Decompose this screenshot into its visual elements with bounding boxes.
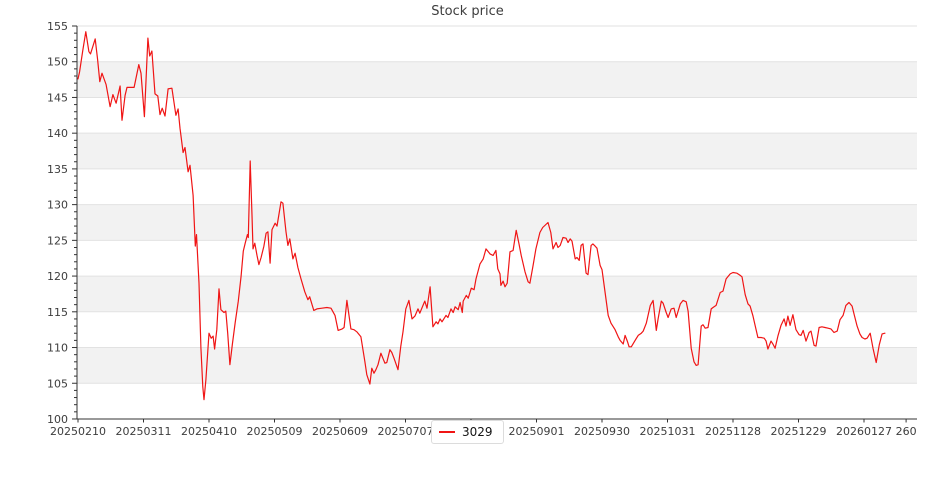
x-tick-label-20250210: 20250210 xyxy=(50,425,106,438)
band-135-140 xyxy=(77,133,917,169)
y-tick-label-145: 145 xyxy=(47,91,68,104)
y-tick-label-100: 100 xyxy=(47,413,68,426)
x-tick-label-20250707: 20250707 xyxy=(377,425,433,438)
y-axis-ticks xyxy=(72,25,77,420)
band-125-130 xyxy=(77,204,917,241)
axis-spines xyxy=(76,26,917,420)
y-tick-label-130: 130 xyxy=(47,199,68,212)
y-tick-label-150: 150 xyxy=(47,56,68,69)
y-tick-label-115: 115 xyxy=(47,306,68,319)
y-tick-label-140: 140 xyxy=(47,127,68,140)
y-tick-label-110: 110 xyxy=(47,342,68,355)
price-line-series xyxy=(77,31,886,401)
x-tick-label-20250410: 20250410 xyxy=(181,425,237,438)
x-axis-tick-labels: 20250210 20250311 20250410 20250509 20250609… xyxy=(50,425,917,438)
y-tick-label-155: 155 xyxy=(47,20,68,33)
y-tick-label-120: 120 xyxy=(47,270,68,283)
x-tick-label-20251229: 20251229 xyxy=(770,425,826,438)
x-tick-label-20250930: 20250930 xyxy=(574,425,630,438)
legend: 3029 xyxy=(431,420,504,444)
y-tick-label-135: 135 xyxy=(47,163,68,176)
gridlines xyxy=(77,25,917,420)
y-tick-label-125: 125 xyxy=(47,234,68,247)
x-tick-label-20250509: 20250509 xyxy=(246,425,302,438)
x-tick-label-20250901: 20250901 xyxy=(508,425,564,438)
band-145-150 xyxy=(77,61,917,98)
x-tick-label-20260127: 20260127 xyxy=(836,425,892,438)
series-line-3029 xyxy=(77,31,886,401)
y-tick-label-105: 105 xyxy=(47,377,68,390)
legend-series-label: 3029 xyxy=(462,425,493,439)
y-axis-tick-labels: 100 105 110 115 120 125 130 135 140 145 150 155 xyxy=(47,20,68,426)
chart-title: Stock price xyxy=(431,4,504,19)
x-tick-label-260: 260 xyxy=(896,425,917,438)
x-tick-label-20251128: 20251128 xyxy=(705,425,761,438)
band-115-120 xyxy=(77,276,917,312)
band-105-110 xyxy=(77,347,917,384)
x-tick-label-20251031: 20251031 xyxy=(639,425,695,438)
x-tick-label-20250609: 20250609 xyxy=(312,425,368,438)
shaded-bands xyxy=(77,61,917,384)
x-tick-label-20250311: 20250311 xyxy=(115,425,171,438)
legend-line-sample-icon xyxy=(439,431,455,433)
